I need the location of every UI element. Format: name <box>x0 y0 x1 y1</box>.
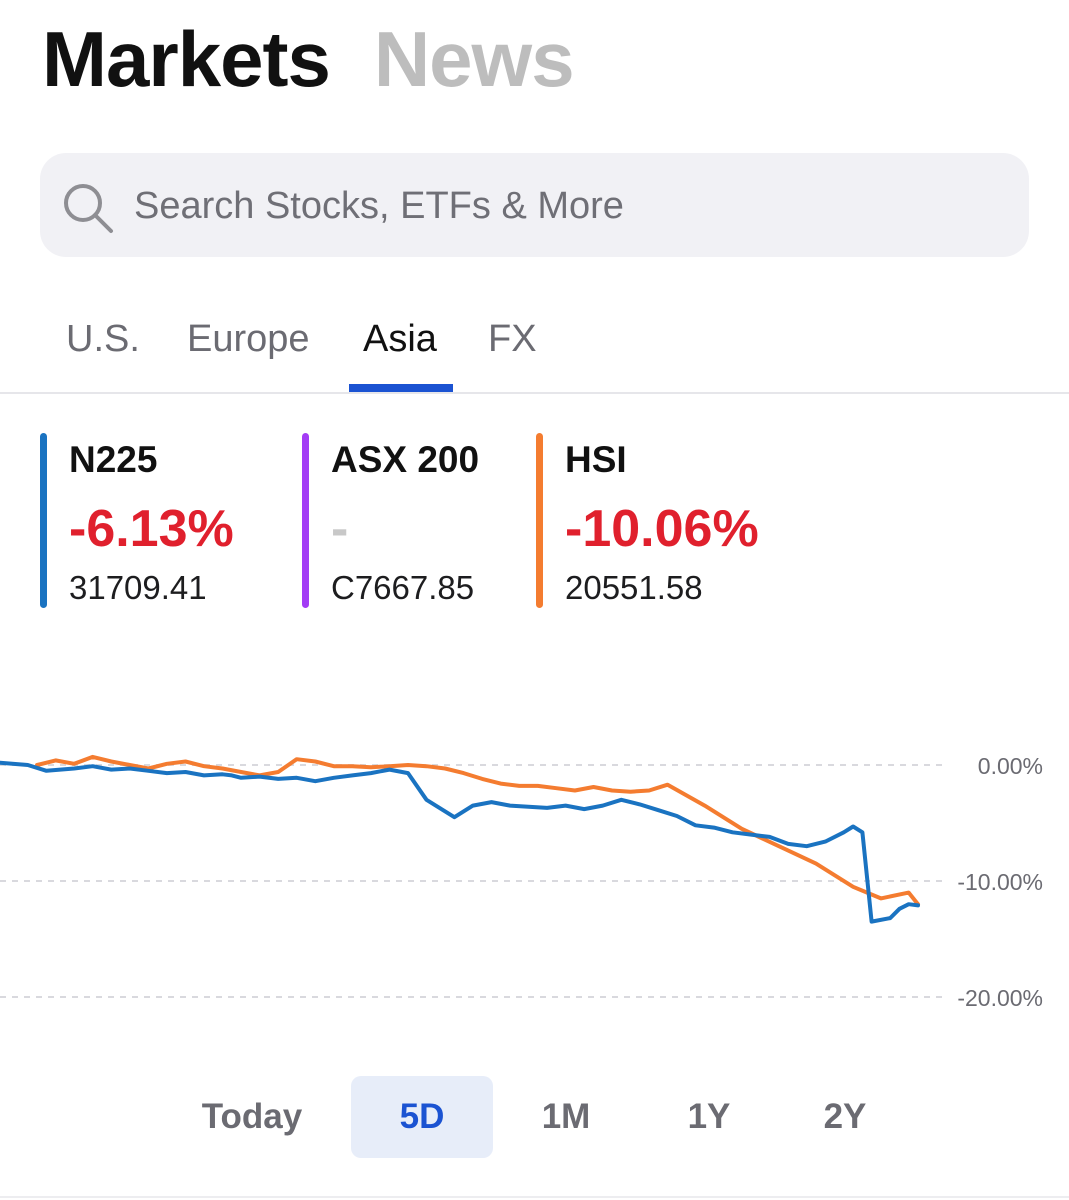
tab-us[interactable]: U.S. <box>66 318 140 360</box>
y-tick-label: 0.00% <box>978 753 1043 779</box>
range-1m[interactable]: 1M <box>541 1097 591 1136</box>
quote-change: - <box>331 500 349 558</box>
search-placeholder: Search Stocks, ETFs & More <box>134 185 624 227</box>
y-tick-label: -20.00% <box>957 985 1043 1011</box>
header-tabs: Markets News <box>42 15 575 103</box>
tab-fx[interactable]: FX <box>488 318 537 360</box>
chart-series <box>0 754 920 924</box>
quote-price: C7667.85 <box>331 569 475 606</box>
quote-card-hsi[interactable]: HSI -10.06% 20551.58 <box>536 433 796 608</box>
series-color-bar <box>302 433 309 608</box>
tab-news[interactable]: News <box>373 15 575 103</box>
y-tick-label: -10.00% <box>957 869 1043 895</box>
region-tab-bar: U.S. Europe Asia FX <box>0 300 1069 394</box>
performance-chart[interactable]: 0.00% -10.00% -20.00% <box>0 720 1069 1030</box>
tab-asia[interactable]: Asia <box>363 318 437 360</box>
tab-markets[interactable]: Markets <box>42 15 331 103</box>
quote-change: -6.13% <box>69 500 234 558</box>
quote-symbol: HSI <box>565 439 627 480</box>
tab-europe[interactable]: Europe <box>187 318 310 360</box>
search-icon[interactable] <box>60 180 116 236</box>
quote-price: 31709.41 <box>69 569 207 606</box>
quote-card-asx200[interactable]: ASX 200 - C7667.85 <box>302 433 522 608</box>
bottom-divider <box>0 1196 1069 1198</box>
active-tab-indicator <box>349 384 453 392</box>
quote-change: -10.06% <box>565 500 759 558</box>
range-today[interactable]: Today <box>201 1097 303 1136</box>
series-line-hsi <box>35 754 920 907</box>
range-2y[interactable]: 2Y <box>823 1097 867 1136</box>
chart-y-ticks: 0.00% -10.00% -20.00% <box>957 753 1043 1011</box>
series-color-bar <box>536 433 543 608</box>
quote-symbol: N225 <box>69 439 158 480</box>
series-color-bar <box>40 433 47 608</box>
quote-card-n225[interactable]: N225 -6.13% 31709.41 <box>40 433 270 608</box>
range-1y[interactable]: 1Y <box>687 1097 731 1136</box>
search-input[interactable] <box>40 153 1029 257</box>
chart-grid <box>0 764 948 998</box>
series-line-n225 <box>0 760 920 924</box>
range-5d[interactable]: 5D <box>351 1076 493 1158</box>
quote-symbol: ASX 200 <box>331 439 480 480</box>
quote-price: 20551.58 <box>565 569 703 606</box>
